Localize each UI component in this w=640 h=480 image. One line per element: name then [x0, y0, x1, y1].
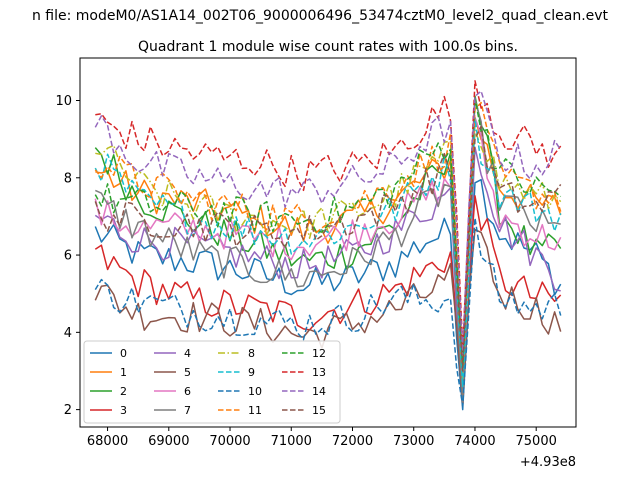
plot-frame — [79, 57, 577, 428]
series-layer — [94, 80, 562, 411]
y-axis: 2 4 6 8 10 — [55, 94, 80, 418]
y-tick-label: 4 — [64, 326, 72, 341]
legend-label-6: 6 — [184, 385, 191, 398]
legend-label-14: 14 — [312, 385, 326, 398]
legend-label-12: 12 — [312, 347, 326, 360]
series-line-9 — [94, 117, 562, 388]
legend-label-5: 5 — [184, 366, 191, 379]
legend-label-2: 2 — [120, 385, 127, 398]
series-line-13 — [95, 80, 562, 349]
legend-label-0: 0 — [120, 347, 127, 360]
legend-label-7: 7 — [184, 404, 191, 417]
chart-title: Quadrant 1 module wise count rates with … — [138, 39, 518, 55]
x-tick-label: 71000 — [271, 434, 312, 449]
legend-label-1: 1 — [120, 366, 127, 379]
y-tick-label: 8 — [64, 171, 72, 186]
x-axis: 68000 69000 70000 71000 72000 73000 74000 75000 — [87, 427, 557, 449]
series-line-11 — [94, 101, 562, 364]
legend-label-11: 11 — [248, 404, 262, 417]
x-tick-label: 74000 — [454, 434, 495, 449]
y-tick-label: 2 — [64, 403, 72, 418]
series-line-12 — [94, 96, 562, 368]
series-line-10 — [94, 217, 562, 407]
y-tick-label: 10 — [55, 94, 72, 109]
legend-label-8: 8 — [248, 347, 255, 360]
series-line-5 — [94, 228, 562, 407]
series-line-15 — [94, 125, 562, 372]
legend-label-13: 13 — [312, 366, 326, 379]
legend-box — [83, 340, 341, 424]
x-tick-label: 75000 — [516, 434, 557, 449]
legend-label-15: 15 — [312, 404, 326, 417]
series-line-6 — [94, 116, 562, 395]
y-tick-label: 6 — [64, 249, 72, 264]
legend-label-9: 9 — [248, 366, 255, 379]
x-tick-label: 70000 — [209, 434, 250, 449]
x-tick-label: 72000 — [332, 434, 373, 449]
legend-label-4: 4 — [184, 347, 191, 360]
series-line-3 — [94, 195, 562, 388]
legend-label-10: 10 — [248, 385, 262, 398]
x-tick-label: 69000 — [148, 434, 189, 449]
x-tick-label: 73000 — [393, 434, 434, 449]
figure-suptitle: n file: modeM0/AS1A14_002T06_9000006496_… — [32, 8, 609, 24]
series-line-14 — [94, 90, 562, 357]
x-tick-label: 68000 — [87, 434, 128, 449]
x-offset-label: +4.93e8 — [520, 455, 576, 470]
legend-label-3: 3 — [120, 404, 127, 417]
